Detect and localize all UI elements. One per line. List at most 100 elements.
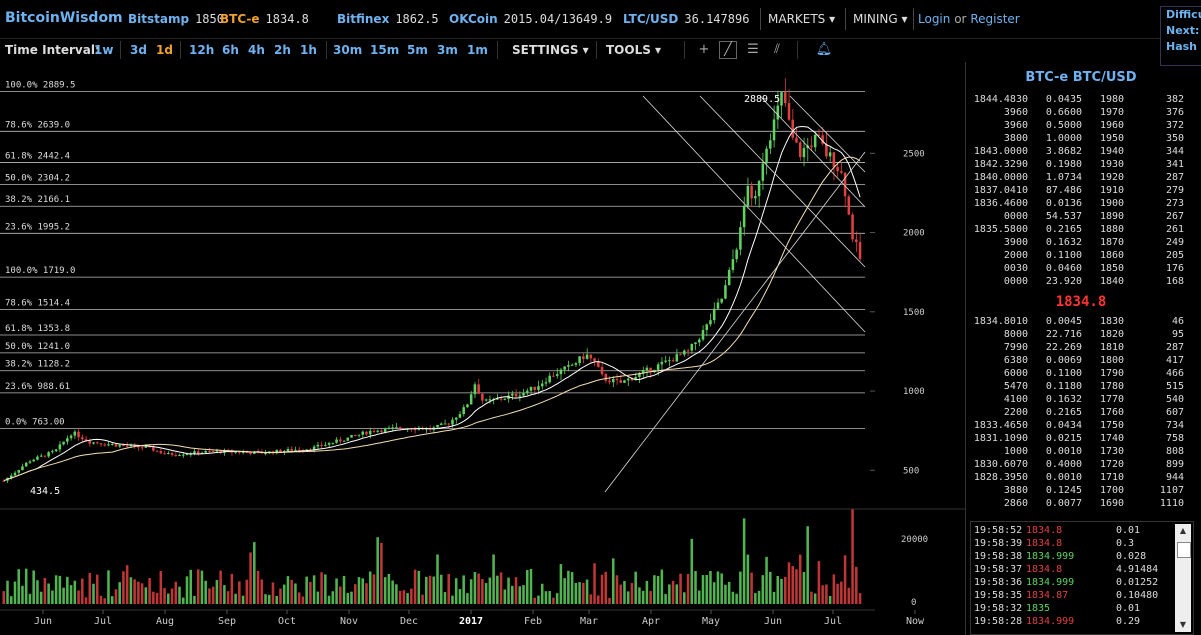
order-volume: 0.0010 bbox=[1045, 472, 1082, 483]
volume-bar bbox=[406, 593, 409, 604]
volume-bar bbox=[234, 593, 237, 604]
candle-body bbox=[481, 393, 484, 401]
candle-body bbox=[496, 398, 499, 400]
candle-body bbox=[638, 373, 641, 377]
interval-3m[interactable]: 3m bbox=[437, 43, 458, 57]
volume-bar bbox=[727, 581, 731, 604]
ticker-item[interactable]: Bitfinex 1862.5 bbox=[337, 12, 439, 26]
x-tick-label: Now bbox=[906, 616, 925, 627]
interval-2h[interactable]: 2h bbox=[274, 43, 291, 57]
login-link[interactable]: Login bbox=[918, 12, 951, 26]
tools-menu[interactable]: TOOLS ▾ bbox=[606, 43, 662, 57]
candle-body bbox=[555, 374, 559, 376]
volume-bar bbox=[133, 579, 136, 604]
interval-12h[interactable]: 12h bbox=[189, 43, 215, 57]
volume-bar bbox=[36, 580, 39, 604]
candle-body bbox=[174, 454, 178, 456]
interval-1w[interactable]: 1w bbox=[94, 43, 114, 57]
interval-15m[interactable]: 15m bbox=[370, 43, 400, 57]
volume-bar bbox=[514, 577, 518, 604]
interval-30m[interactable]: 30m bbox=[333, 43, 363, 57]
price-level: 1850 bbox=[1100, 263, 1125, 274]
volume-bar bbox=[223, 585, 226, 604]
cumulative-volume: 205 bbox=[1165, 250, 1184, 261]
alert-bell-icon[interactable]: 🔔︎ bbox=[815, 42, 833, 57]
volume-bar bbox=[656, 575, 660, 604]
volume-bar bbox=[402, 590, 406, 604]
candle-body bbox=[843, 172, 847, 197]
candle-body bbox=[58, 444, 62, 450]
volume-bar bbox=[582, 582, 585, 604]
ticker-item[interactable]: Bitstamp 1850 bbox=[128, 12, 224, 26]
candle-body bbox=[750, 185, 753, 199]
volume-bar bbox=[855, 566, 858, 604]
fib-label: 38.2% 1128.2 bbox=[5, 360, 70, 370]
volume-bar bbox=[81, 578, 84, 604]
ticker-item[interactable]: OKCoin 2015.04/13649.9 bbox=[449, 12, 612, 26]
candle-body bbox=[114, 444, 118, 447]
register-link[interactable]: Register bbox=[970, 12, 1020, 26]
horizontal-lines-icon[interactable]: ☰ bbox=[747, 42, 759, 57]
order-price: 3880 bbox=[1003, 485, 1028, 496]
candle-body bbox=[144, 446, 148, 448]
price-chart[interactable]: 100.0% 2889.5 78.6% 2639.0 61.8% 2442.4 50.… bbox=[0, 62, 965, 635]
orderbook-row: 3900 0.1632 1870 249 bbox=[972, 237, 1192, 250]
time-interval-label: Time Interval: bbox=[5, 43, 100, 57]
ticker-item[interactable]: BTC-e 1834.8 bbox=[220, 12, 309, 26]
interval-1h[interactable]: 1h bbox=[300, 43, 317, 57]
cumulative-volume: 540 bbox=[1165, 394, 1184, 405]
auth-links: Login or Register bbox=[918, 12, 1020, 26]
trade-row: 19:58:28 1834.999 0.29 bbox=[974, 616, 1184, 629]
orderbook-row: 1835.5800 0.2165 1880 261 bbox=[972, 224, 1192, 237]
order-volume: 0.0460 bbox=[1045, 263, 1082, 274]
candle-body bbox=[181, 454, 185, 456]
order-volume: 23.920 bbox=[1045, 276, 1082, 287]
ticker-item[interactable]: LTC/USD 36.147896 bbox=[623, 12, 749, 26]
volume-bar bbox=[697, 590, 701, 604]
volume-bar bbox=[600, 574, 604, 604]
interval-6h[interactable]: 6h bbox=[222, 43, 239, 57]
candle-body bbox=[21, 466, 24, 471]
interval-4h[interactable]: 4h bbox=[248, 43, 265, 57]
crosshair-icon[interactable]: + bbox=[698, 42, 710, 57]
candle-body bbox=[290, 448, 293, 451]
volume-bar bbox=[709, 571, 712, 604]
interval-5m[interactable]: 5m bbox=[407, 43, 428, 57]
candle-body bbox=[802, 148, 806, 158]
candle-body bbox=[339, 439, 342, 442]
candle-body bbox=[110, 444, 114, 446]
brand-logo[interactable]: BitcoinWisdom bbox=[5, 10, 123, 26]
mining-menu[interactable]: MINING ▾ bbox=[853, 12, 908, 26]
volume-bar bbox=[604, 571, 608, 604]
cumulative-volume: 249 bbox=[1165, 237, 1184, 248]
scroll-up-icon[interactable]: ▲ bbox=[1179, 526, 1187, 535]
volume-bar bbox=[454, 578, 458, 604]
interval-1m[interactable]: 1m bbox=[467, 43, 488, 57]
volume-bar bbox=[563, 578, 566, 604]
scroll-thumb[interactable] bbox=[1177, 542, 1191, 558]
candle-body bbox=[62, 441, 65, 445]
min-annotation: 434.5 bbox=[30, 486, 60, 497]
candle-body bbox=[413, 429, 417, 431]
cumulative-volume: 350 bbox=[1165, 133, 1184, 144]
order-price: 1830.6070 bbox=[973, 459, 1028, 470]
fib-fan-icon[interactable]: ⫽ bbox=[774, 42, 780, 57]
cumulative-volume: 417 bbox=[1165, 355, 1184, 366]
markets-menu[interactable]: MARKETS ▾ bbox=[768, 12, 836, 26]
candle-body bbox=[469, 394, 473, 405]
volume-bar bbox=[84, 597, 88, 604]
order-price: 1837.0410 bbox=[973, 185, 1028, 196]
price-level: 1900 bbox=[1100, 198, 1125, 209]
volume-bar bbox=[675, 584, 679, 604]
volume-bar bbox=[499, 572, 503, 604]
interval-1d[interactable]: 1d bbox=[156, 43, 173, 57]
volume-bar bbox=[316, 591, 320, 604]
trades-scrollbar[interactable]: ▲ ▼ bbox=[1175, 524, 1191, 632]
settings-menu[interactable]: SETTINGS ▾ bbox=[512, 43, 589, 57]
line-icon[interactable]: ╱ bbox=[719, 41, 737, 59]
trade-row: 19:58:36 1834.999 0.01252 bbox=[974, 577, 1184, 590]
scroll-down-icon[interactable]: ▼ bbox=[1179, 620, 1187, 629]
candle-body bbox=[641, 370, 645, 374]
interval-3d[interactable]: 3d bbox=[130, 43, 147, 57]
candle-body bbox=[686, 350, 690, 352]
